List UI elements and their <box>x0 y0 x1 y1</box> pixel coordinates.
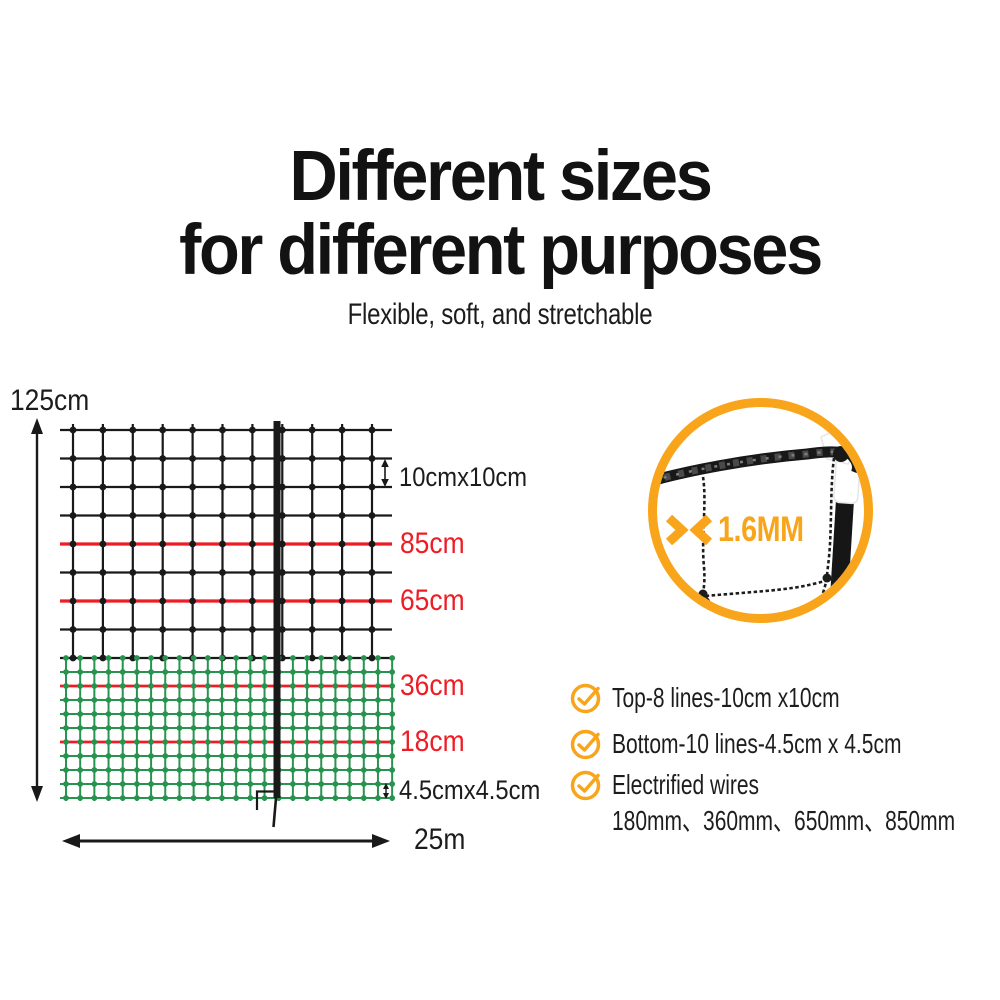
feature-item-top-lines: Top-8 lines-10cm x10cm <box>569 681 915 715</box>
top-mesh-size-label: 10cmx10cm <box>399 462 528 492</box>
electrified-wire-heights-note: 180mm、360mm、650mm、850mm <box>612 805 956 836</box>
thickness-chevrons-icon <box>666 514 712 545</box>
feature-label: Bottom-10 lines-4.5cm x 4.5cm <box>612 728 902 759</box>
page-title-line2: for different purposes <box>179 211 823 290</box>
net-grid-graphic <box>31 418 396 848</box>
total-width-label: 25m <box>414 823 466 856</box>
wire-thickness-callout: 1.6MM <box>666 512 822 547</box>
feature-label: Top-8 lines-10cm x10cm <box>612 682 840 713</box>
total-height-label: 125cm <box>10 384 90 417</box>
electrified-height-label-18cm: 18cm <box>400 725 465 758</box>
electrified-height-label-36cm: 36cm <box>400 669 465 702</box>
wire-thickness-label: 1.6MM <box>718 510 804 549</box>
feature-item-bottom-lines: Bottom-10 lines-4.5cm x 4.5cm <box>569 727 998 761</box>
bottom-mesh-size-label: 4.5cmx4.5cm <box>399 775 541 805</box>
electrified-height-label-65cm: 65cm <box>400 584 465 617</box>
check-circle-icon <box>570 729 601 760</box>
feature-item-electrified-wires: Electrified wires <box>569 768 808 802</box>
header: Different sizes for different purposes F… <box>0 140 1000 332</box>
page-title-line1: Different sizes <box>289 137 713 216</box>
check-circle-icon <box>570 683 601 714</box>
page-subtitle: Flexible, soft, and stretchable <box>347 298 653 331</box>
wire-closeup-photo <box>648 398 873 623</box>
feature-label: Electrified wires <box>612 769 760 800</box>
check-circle-icon <box>570 770 601 801</box>
electrified-height-label-85cm: 85cm <box>400 527 465 560</box>
